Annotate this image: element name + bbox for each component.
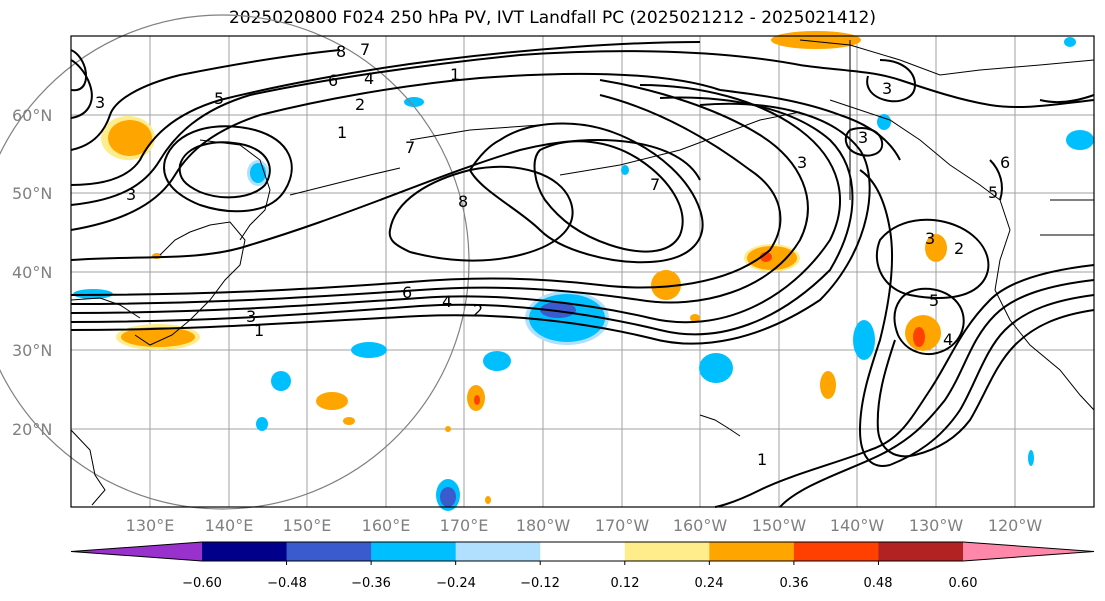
contour-label: 7 xyxy=(360,40,370,59)
latitude-labels: 60°N 50°N 40°N 30°N 20°N xyxy=(12,106,52,439)
colorbar xyxy=(70,541,1095,565)
contour-label: 4 xyxy=(943,330,953,349)
contour-label: 3 xyxy=(797,153,807,172)
lon-label: 160°W xyxy=(673,516,728,535)
colorbar-segment xyxy=(286,542,372,561)
contour-label: 4 xyxy=(364,69,374,88)
lon-label: 130°E xyxy=(126,516,175,535)
contour-label: 1 xyxy=(757,450,767,469)
colorbar-ticks: −0.60 −0.48 −0.36 −0.24 −0.12 0.12 0.24 … xyxy=(182,576,977,591)
colorbar-tick-label: 0.24 xyxy=(695,576,724,591)
contour-label: 3 xyxy=(882,79,892,98)
colorbar-segment xyxy=(709,542,795,561)
colorbar-segment xyxy=(371,542,457,561)
colorbar-tick-label: 0.48 xyxy=(864,576,893,591)
colorbar-segment xyxy=(540,542,626,561)
colorbar-tick-label: −0.48 xyxy=(267,576,307,591)
contour-label: 2 xyxy=(954,239,964,258)
contour-label: 1 xyxy=(254,321,264,340)
colorbar-segment xyxy=(793,542,879,561)
lon-label: 160°E xyxy=(362,516,411,535)
contour-label: 3 xyxy=(126,185,136,204)
colorbar-tick-label: −0.24 xyxy=(436,576,476,591)
colorbar-tick-label: −0.60 xyxy=(182,576,222,591)
contour-label: 8 xyxy=(336,42,346,61)
contour-label: 3 xyxy=(95,93,105,112)
contour-label: 2 xyxy=(355,95,365,114)
contour-label: 6 xyxy=(328,71,338,90)
colorbar-segment xyxy=(878,542,964,561)
colorbar-tick-label: −0.12 xyxy=(520,576,560,591)
coastlines xyxy=(70,39,1095,506)
reference-circle xyxy=(0,14,470,510)
lon-label: 150°E xyxy=(283,516,332,535)
lon-label: 170°W xyxy=(595,516,650,535)
lon-label: 140°E xyxy=(205,516,254,535)
graticule xyxy=(71,36,1094,507)
contour-label: 7 xyxy=(650,175,660,194)
contour-label: 6 xyxy=(402,283,412,302)
colorbar-tick-label: 0.12 xyxy=(611,576,640,591)
lon-label: 150°W xyxy=(752,516,807,535)
contour-label: 4 xyxy=(442,292,452,311)
contour-label: 3 xyxy=(925,229,935,248)
lat-label: 50°N xyxy=(12,184,52,203)
lon-label: 140°W xyxy=(830,516,885,535)
colorbar-segment xyxy=(624,542,710,561)
contour-label: 1 xyxy=(450,65,460,84)
pv-contours xyxy=(70,41,1095,508)
colorbar-extend-high xyxy=(963,542,1094,561)
colorbar-segment xyxy=(455,542,541,561)
lat-label: 20°N xyxy=(12,420,52,439)
lon-label: 120°W xyxy=(988,516,1043,535)
colorbar-tick-label: 0.36 xyxy=(780,576,809,591)
colorbar-outline xyxy=(70,541,1095,562)
contour-labels: 8 7 6 4 3 5 2 1 3 5 7 8 1 3 7 3 3 2 5 4 … xyxy=(95,40,1010,469)
lat-label: 40°N xyxy=(12,263,52,282)
colorbar-segment xyxy=(202,542,288,561)
map-frame xyxy=(70,35,1095,508)
longitude-labels: 130°E 140°E 150°E 160°E 170°E 180°W 170°… xyxy=(126,516,1043,535)
lat-label: 60°N xyxy=(12,106,52,125)
contour-label: 5 xyxy=(929,291,939,310)
lat-label: 30°N xyxy=(12,341,52,360)
contour-label: 8 xyxy=(458,192,468,211)
pc-shading xyxy=(73,31,1094,511)
contour-label: 2 xyxy=(473,301,483,320)
lon-label: 170°E xyxy=(440,516,489,535)
colorbar-extend-low xyxy=(71,542,202,561)
contour-label: 7 xyxy=(405,138,415,157)
contour-label: 6 xyxy=(1000,153,1010,172)
map-title: 2025020800 F024 250 hPa PV, IVT Landfall… xyxy=(228,8,876,28)
lon-label: 180°W xyxy=(516,516,571,535)
contour-label: 1 xyxy=(337,123,347,142)
lon-label: 130°W xyxy=(909,516,964,535)
colorbar-tick-label: −0.36 xyxy=(351,576,391,591)
contour-label: 3 xyxy=(858,128,868,147)
contour-label: 3 xyxy=(246,307,256,326)
colorbar-tick-label: 0.60 xyxy=(949,576,978,591)
contour-label: 5 xyxy=(214,89,224,108)
contour-label: 5 xyxy=(988,183,998,202)
